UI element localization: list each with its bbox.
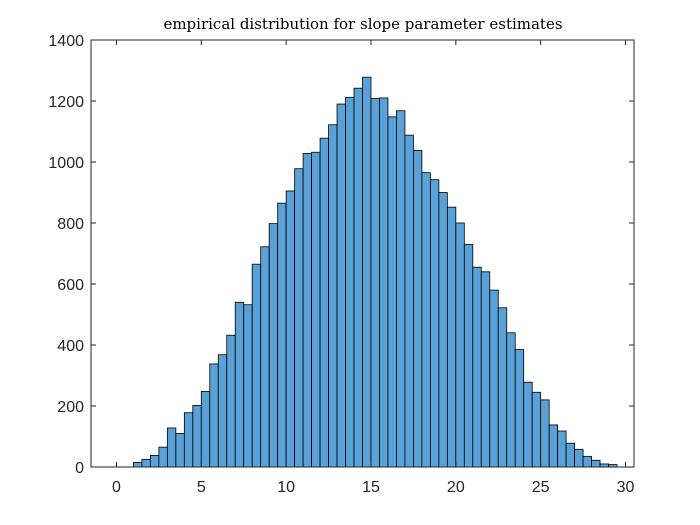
- histogram-bar: [328, 124, 338, 468]
- histogram-bar: [489, 289, 499, 468]
- histogram-bar: [446, 206, 457, 468]
- histogram-bar: [421, 172, 431, 468]
- histogram-bar: [294, 168, 304, 468]
- x-tick-label: 25: [532, 479, 550, 496]
- x-tick-label: 20: [447, 479, 465, 496]
- histogram-bar: [557, 430, 567, 468]
- histogram-bar: [514, 349, 525, 468]
- histogram-bar: [192, 404, 202, 468]
- histogram-bar: [345, 96, 355, 468]
- y-tick-label: 200: [57, 399, 84, 416]
- histogram-bar: [319, 137, 329, 468]
- histogram-bar: [209, 363, 219, 468]
- histogram-bar: [302, 153, 312, 468]
- histogram-bar: [531, 391, 542, 468]
- histogram-bar: [175, 433, 185, 468]
- histogram-bar: [404, 134, 414, 468]
- histogram-bar: [285, 190, 296, 468]
- histogram-bar: [506, 332, 516, 468]
- x-tick-label: 5: [197, 479, 206, 496]
- histogram-bar: [438, 192, 448, 468]
- y-tick-label: 0: [75, 460, 84, 477]
- histogram-bar: [523, 381, 533, 468]
- y-tick-label: 1200: [48, 94, 84, 111]
- histogram-bar: [387, 116, 397, 468]
- histogram-bar: [217, 354, 228, 468]
- histogram-bar: [133, 462, 143, 468]
- x-tick-label: 10: [277, 479, 295, 496]
- histogram-bar: [183, 412, 194, 468]
- y-tick-label: 1000: [48, 155, 84, 172]
- histogram-bar: [463, 243, 474, 468]
- histogram-bar: [455, 222, 465, 468]
- histogram-bar: [234, 301, 245, 468]
- histogram-bar: [149, 455, 160, 468]
- histogram-bar: [413, 150, 423, 468]
- y-tick-label: 800: [57, 216, 84, 233]
- histogram-bar: [141, 458, 151, 468]
- histogram-bar: [200, 390, 211, 468]
- chart-title: empirical distribution for slope paramet…: [163, 15, 562, 33]
- histogram-bar: [277, 202, 287, 468]
- x-tick-label: 30: [617, 479, 635, 496]
- histogram-bar: [260, 246, 270, 468]
- axes-box: [90, 39, 635, 468]
- y-tick-label: 600: [57, 277, 84, 294]
- histogram-bar: [429, 179, 440, 468]
- histogram-bar: [226, 334, 236, 468]
- histogram-bar: [548, 424, 559, 468]
- histogram-bar: [497, 307, 508, 468]
- histogram-bar: [565, 442, 576, 468]
- x-tick-label: 15: [362, 479, 380, 496]
- y-tick-label: 1400: [48, 33, 84, 50]
- histogram-bar: [540, 399, 550, 468]
- histogram-bar: [362, 76, 372, 468]
- axes-group: 0 5 10 15 20 25 30 0 200 400 600 800 1000 1200 1400: [48, 33, 634, 496]
- histogram-bar: [472, 266, 482, 468]
- histogram-bar: [370, 98, 380, 468]
- histogram-bar: [268, 223, 279, 468]
- histogram-bar: [582, 455, 592, 468]
- x-tick-label: 0: [112, 479, 121, 496]
- histogram-bar: [353, 87, 363, 468]
- y-tick-label: 400: [57, 338, 84, 355]
- histogram-bar: [396, 110, 406, 468]
- histogram-bar: [336, 103, 346, 468]
- histogram-bar: [251, 263, 262, 468]
- histogram-bar: [243, 304, 253, 468]
- histogram-bar: [311, 151, 321, 468]
- histogram-bar: [166, 427, 177, 468]
- histogram-bar: [591, 459, 601, 468]
- histogram-bar: [574, 448, 584, 468]
- histogram-bar: [480, 271, 491, 468]
- histogram-bar: [379, 97, 389, 468]
- histogram-bar: [158, 446, 168, 468]
